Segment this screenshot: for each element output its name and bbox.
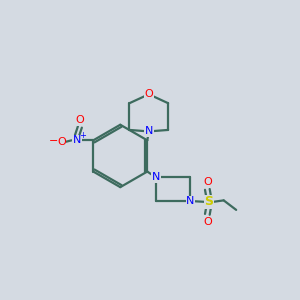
Text: O: O bbox=[57, 137, 66, 147]
Text: O: O bbox=[203, 217, 212, 227]
Text: N: N bbox=[152, 172, 160, 182]
Text: O: O bbox=[203, 177, 212, 187]
Text: O: O bbox=[144, 89, 153, 99]
Text: −: − bbox=[49, 136, 58, 146]
Text: O: O bbox=[76, 116, 84, 125]
Text: N: N bbox=[186, 196, 195, 206]
Text: N: N bbox=[145, 126, 153, 136]
Text: +: + bbox=[79, 131, 86, 140]
Text: N: N bbox=[73, 135, 81, 145]
Text: S: S bbox=[204, 195, 213, 208]
